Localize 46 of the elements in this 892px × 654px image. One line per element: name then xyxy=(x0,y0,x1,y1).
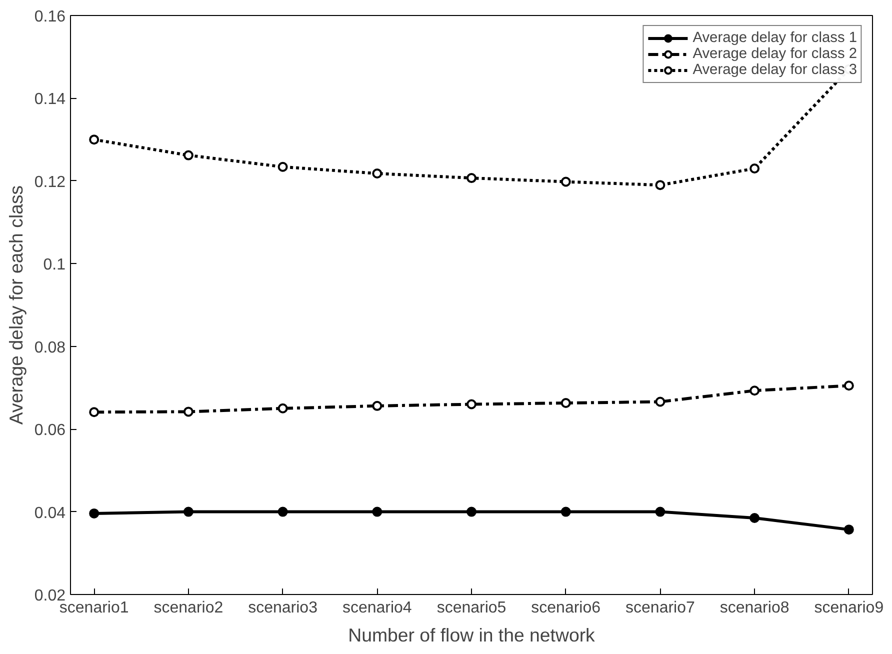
y-tick-label: 0.1 xyxy=(43,256,66,274)
y-tick-label: 0.16 xyxy=(34,8,66,26)
x-tick-label: scenario4 xyxy=(342,600,412,616)
point xyxy=(560,176,571,187)
point xyxy=(466,173,476,184)
point xyxy=(89,134,100,145)
point xyxy=(372,168,382,178)
point xyxy=(372,400,382,411)
point xyxy=(560,398,571,408)
point xyxy=(655,506,666,517)
y-tick-label: 0.12 xyxy=(34,174,66,191)
legend-label: Average delay for class 3 xyxy=(692,62,857,78)
point xyxy=(183,150,194,160)
point xyxy=(655,396,666,407)
y-tick-label: 0.04 xyxy=(34,504,66,522)
x-tick-label: scenario3 xyxy=(248,600,318,616)
x-tick-label: scenario7 xyxy=(626,600,695,616)
point xyxy=(844,524,854,535)
x-tick-label: scenario6 xyxy=(531,600,601,616)
point xyxy=(89,407,100,418)
point xyxy=(372,506,382,517)
y-tick-label: 0.14 xyxy=(34,91,66,108)
point xyxy=(750,164,760,174)
point xyxy=(560,506,571,517)
x-tick-label: scenario9 xyxy=(814,600,884,616)
x-tick-label: scenario5 xyxy=(436,600,506,616)
x-tick-label: scenario8 xyxy=(720,600,790,616)
point xyxy=(750,386,760,396)
point xyxy=(183,506,194,517)
point xyxy=(278,506,288,517)
point xyxy=(750,512,760,523)
y-tick-label: 0.06 xyxy=(34,422,66,440)
point xyxy=(278,162,288,172)
point xyxy=(183,406,194,417)
point xyxy=(89,508,100,518)
legend-label: Average delay for class 1 xyxy=(692,30,857,46)
y-tick-label: 0.08 xyxy=(34,339,66,356)
x-tick-label: scenario2 xyxy=(154,600,224,616)
x-axis-title: Number of flow in the network xyxy=(348,624,596,646)
legend-label: Average delay for class 2 xyxy=(692,46,857,62)
point xyxy=(466,399,476,410)
y-axis-title: Average delay for each class xyxy=(5,185,26,425)
point xyxy=(278,403,288,414)
point xyxy=(466,506,476,517)
point xyxy=(844,380,854,391)
point xyxy=(655,180,666,190)
